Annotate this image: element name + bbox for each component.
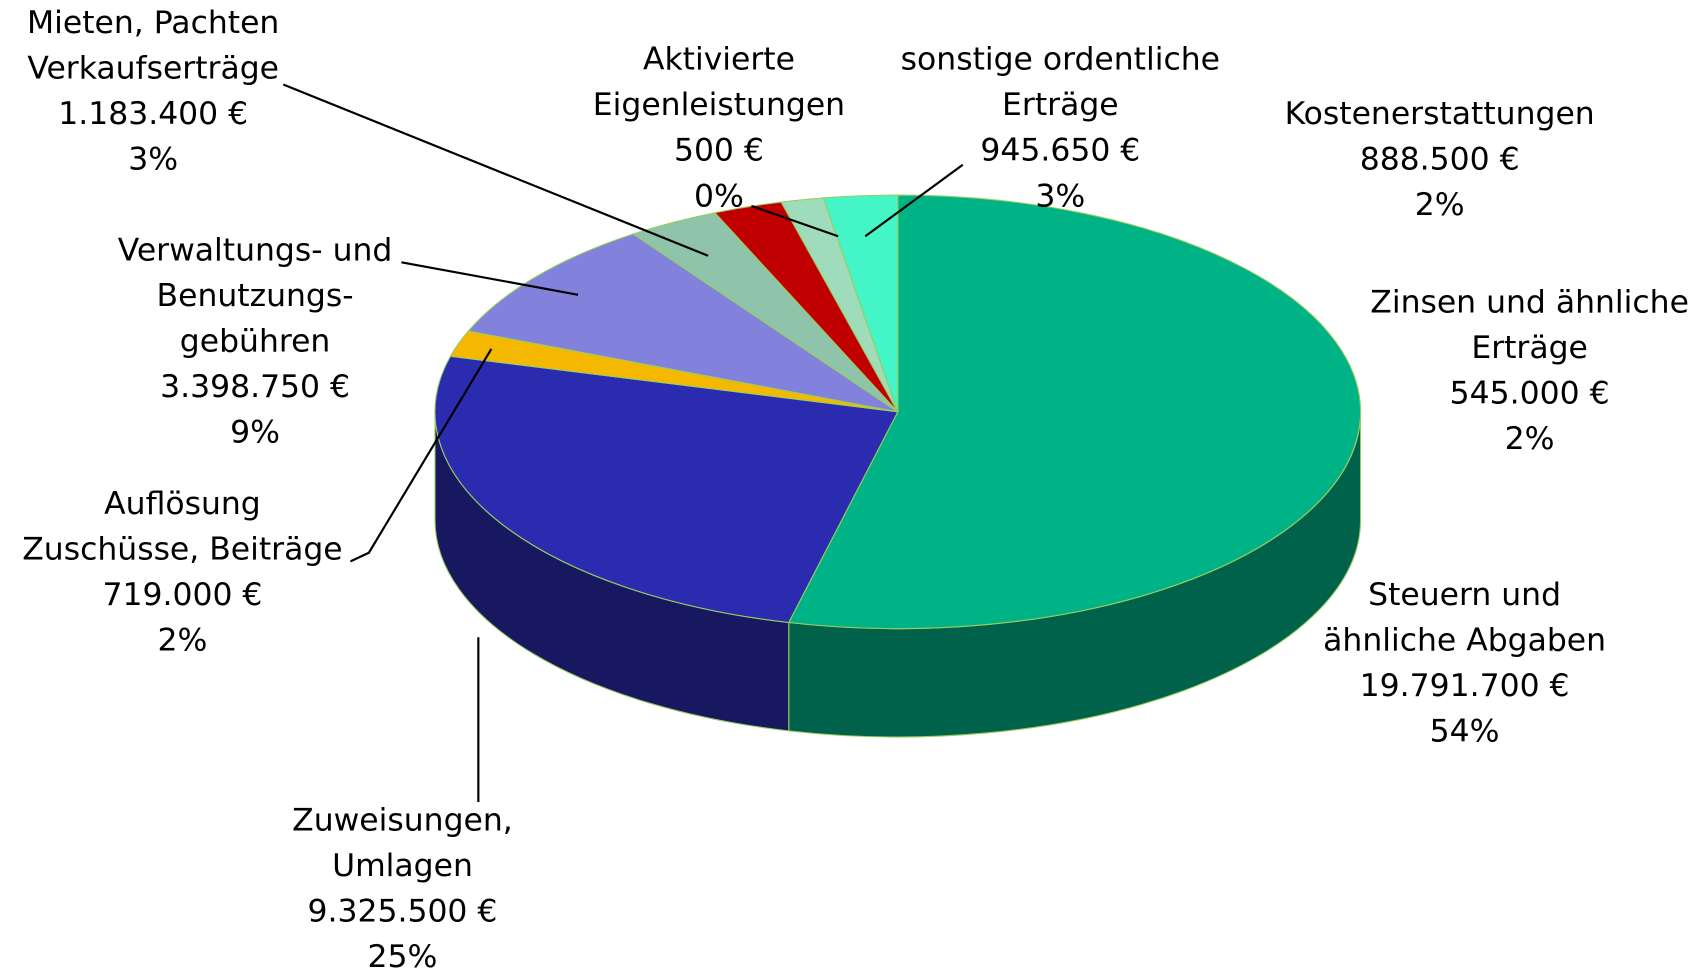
label-line: gebühren	[180, 323, 331, 359]
value-label: 719.000 €	[103, 577, 263, 613]
pie-tops	[434, 194, 1362, 630]
leader-line	[401, 261, 579, 296]
leader-line	[751, 204, 839, 238]
category-label: Aktivierte Eigenleistungen	[593, 42, 845, 124]
label-line: Verkaufserträge	[27, 50, 279, 86]
category-label: Auflösung Zuschüsse, Beiträge	[22, 486, 342, 568]
category-label: Zuweisungen, Umlagen	[292, 803, 513, 885]
label-line: Kostenerstattungen	[1285, 96, 1595, 132]
slice-label: Mieten, Pachten Verkaufserträge 1.183.400 …	[27, 5, 279, 178]
slice-label: sonstige ordentliche Erträge 945.650 € 3%	[901, 42, 1220, 215]
value-label: 945.650 €	[980, 133, 1140, 169]
category-label: Steuern und ähnliche Abgaben	[1323, 577, 1606, 659]
leader-line	[349, 348, 493, 563]
pie-slice	[822, 194, 899, 413]
label-line: sonstige ordentliche	[901, 42, 1220, 78]
category-label: Kostenerstattungen	[1285, 96, 1595, 132]
category-label: Zinsen und ähnliche Erträge	[1370, 284, 1689, 366]
percent-label: 3%	[1035, 178, 1085, 214]
percent-label: 2%	[158, 623, 208, 659]
label-line: Aktivierte	[643, 42, 795, 78]
slice-label: Auflösung Zuschüsse, Beiträge 719.000 € 2%	[22, 486, 342, 659]
label-line: Zuweisungen,	[292, 803, 513, 839]
value-label: 500 €	[674, 133, 764, 169]
leader-line	[864, 163, 964, 238]
label-line: Erträge	[1471, 330, 1588, 366]
label-line: Mieten, Pachten	[27, 5, 279, 41]
percent-label: 25%	[368, 939, 438, 970]
slice-label: Zuweisungen, Umlagen 9.325.500 € 25%	[292, 803, 513, 970]
percent-label: 2%	[1415, 187, 1465, 223]
value-label: 1.183.400 €	[58, 96, 248, 132]
label-line: Steuern und	[1368, 577, 1561, 613]
labels: Steuern und ähnliche Abgaben 19.791.700 € 5…	[22, 5, 1689, 970]
slice-label: Kostenerstattungen 888.500 € 2%	[1285, 96, 1595, 223]
label-line: Umlagen	[332, 848, 473, 884]
category-label: Mieten, Pachten Verkaufserträge	[27, 5, 279, 87]
label-line: Eigenleistungen	[593, 87, 845, 123]
label-line: ähnliche Abgaben	[1323, 623, 1606, 659]
slice-label: Steuern und ähnliche Abgaben 19.791.700 € 5…	[1323, 577, 1606, 750]
percent-label: 9%	[230, 415, 280, 451]
label-line: Auflösung	[104, 486, 261, 522]
slice-label: Zinsen und ähnliche Erträge 545.000 € 2%	[1370, 284, 1689, 457]
slice-label: Verwaltungs- und Benutzungs-gebühren 3.398…	[118, 232, 393, 450]
label-line: Erträge	[1002, 87, 1119, 123]
label-line: Verwaltungs- und	[118, 232, 393, 268]
value-label: 9.325.500 €	[308, 894, 498, 930]
label-line: Zuschüsse, Beiträge	[22, 532, 342, 568]
pie-slice	[787, 194, 1362, 630]
value-label: 19.791.700 €	[1360, 668, 1570, 704]
value-label: 888.500 €	[1360, 141, 1520, 177]
value-label: 3.398.750 €	[160, 369, 350, 405]
slice-label: Aktivierte Eigenleistungen 500 € 0%	[593, 42, 845, 215]
percent-label: 2%	[1505, 421, 1555, 457]
value-label: 545.000 €	[1450, 376, 1610, 412]
category-label: Verwaltungs- und Benutzungs-gebühren	[118, 232, 393, 359]
pie-slice	[434, 355, 899, 624]
percent-label: 3%	[128, 141, 178, 177]
percent-label: 0%	[694, 178, 744, 214]
label-line: Benutzungs-	[157, 278, 354, 314]
pie-slice	[467, 233, 899, 413]
percent-label: 54%	[1430, 714, 1500, 750]
leader-line	[282, 83, 709, 257]
category-label: sonstige ordentliche Erträge	[901, 42, 1220, 124]
label-line: Zinsen und ähnliche	[1370, 284, 1689, 320]
